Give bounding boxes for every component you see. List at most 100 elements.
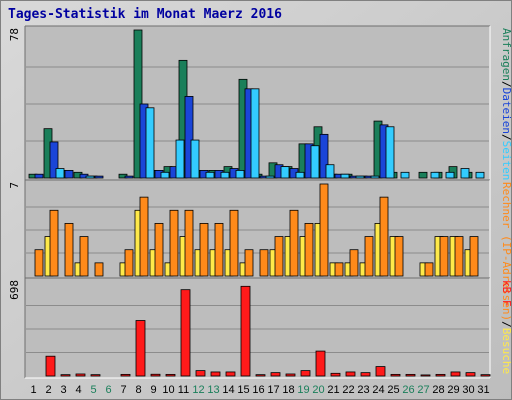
bar xyxy=(475,171,485,179)
bar xyxy=(45,355,56,377)
bar xyxy=(274,236,284,277)
bar xyxy=(150,373,161,377)
bar xyxy=(295,171,305,179)
x-tick-label: 11 xyxy=(178,384,189,396)
bar xyxy=(424,262,434,277)
bar xyxy=(454,236,464,277)
x-tick-label: 29 xyxy=(447,384,459,396)
x-tick-label: 4 xyxy=(75,384,81,396)
x-tick-label: 8 xyxy=(135,384,141,396)
bar xyxy=(165,373,176,377)
bar xyxy=(450,371,461,377)
series-seiten xyxy=(55,88,485,179)
bar xyxy=(259,249,269,277)
bar xyxy=(360,372,371,377)
x-tick-label: 15 xyxy=(237,384,249,396)
x-tick-label: 1 xyxy=(30,384,36,396)
bar xyxy=(169,209,179,277)
panel-top: 78 Anfragen/Dateien/Seiten xyxy=(8,25,512,181)
bar xyxy=(79,236,89,277)
x-tick-label: 17 xyxy=(267,384,279,396)
bar xyxy=(154,223,164,277)
bar xyxy=(225,371,236,377)
x-tick-label: 14 xyxy=(222,384,234,396)
x-tick-label: 21 xyxy=(327,384,339,396)
bar xyxy=(124,249,134,277)
panel-bottom: 698 kB F xyxy=(8,277,512,379)
x-axis-day-labels: 1 2 3 4 5 6 7 8 9 10 11 12 13 14 15 16 17 18 19 20 21 22 23 24 2… xyxy=(30,384,489,396)
x-tick-label: 10 xyxy=(162,384,174,396)
plot-area-middle xyxy=(25,180,490,278)
bar xyxy=(90,374,101,377)
bar xyxy=(465,372,476,377)
x-tick-label: 7 xyxy=(120,384,126,396)
bar xyxy=(390,373,401,377)
bar xyxy=(280,166,290,179)
bar xyxy=(319,183,329,277)
bar xyxy=(49,209,59,277)
bar xyxy=(250,88,260,179)
bar xyxy=(460,168,470,179)
legend-entry: Seiten xyxy=(500,141,512,181)
bar xyxy=(400,171,410,179)
bar xyxy=(445,171,455,179)
bar xyxy=(120,373,131,377)
series-legend-top: Anfragen/Dateien/Seiten xyxy=(500,28,512,180)
bar xyxy=(394,236,404,277)
series-rechner xyxy=(34,183,479,277)
bar xyxy=(364,236,374,277)
bar xyxy=(289,209,299,277)
legend-entry: / xyxy=(500,321,512,328)
series-legend-middle: Rechner (IP-Adressen)/Besuche xyxy=(500,182,512,374)
bar xyxy=(244,249,254,277)
bar xyxy=(315,350,326,377)
bar xyxy=(435,373,446,377)
x-tick-label: 23 xyxy=(357,384,369,396)
bar xyxy=(184,96,194,179)
legend-entry: / xyxy=(500,81,512,88)
bar xyxy=(60,374,71,377)
bar xyxy=(75,373,86,377)
x-tick-label: 22 xyxy=(342,384,354,396)
bar xyxy=(135,320,146,377)
bar xyxy=(430,171,440,179)
x-tick-label: 18 xyxy=(282,384,294,396)
bar xyxy=(340,173,350,179)
bar xyxy=(229,209,239,277)
y-max-label-bottom: 698 xyxy=(8,280,21,300)
x-tick-label: 3 xyxy=(60,384,66,396)
bar xyxy=(375,366,386,377)
chart-title: Tages-Statistik im Monat Maerz 2016 xyxy=(8,7,282,22)
bar xyxy=(405,373,416,377)
bar xyxy=(210,371,221,377)
bar xyxy=(469,236,479,277)
bar xyxy=(94,175,104,179)
x-tick-label: 16 xyxy=(252,384,264,396)
bar xyxy=(94,262,104,277)
x-tick-label: 20 xyxy=(312,384,324,396)
bar xyxy=(240,285,251,377)
bar xyxy=(480,374,491,377)
bar xyxy=(285,373,296,377)
x-tick-label: 25 xyxy=(387,384,399,396)
x-tick-label: 2 xyxy=(45,384,51,396)
bar xyxy=(175,139,185,179)
x-tick-label: 12 xyxy=(192,384,204,396)
bar xyxy=(334,262,344,277)
bar xyxy=(319,133,329,179)
bar xyxy=(214,223,224,277)
x-tick-label: 19 xyxy=(297,384,309,396)
x-tick-label: 5 xyxy=(90,384,96,396)
bar xyxy=(325,164,335,179)
x-tick-label: 26 xyxy=(402,384,414,396)
bar xyxy=(379,196,389,277)
legend-entry: Dateien xyxy=(500,88,512,134)
bar xyxy=(145,107,155,179)
bar xyxy=(420,374,431,377)
bar xyxy=(370,175,380,179)
plot-area-bottom xyxy=(25,278,490,378)
bar xyxy=(64,170,74,179)
bar xyxy=(160,171,170,179)
bar xyxy=(180,289,191,377)
legend-entry: kB F xyxy=(500,280,512,307)
